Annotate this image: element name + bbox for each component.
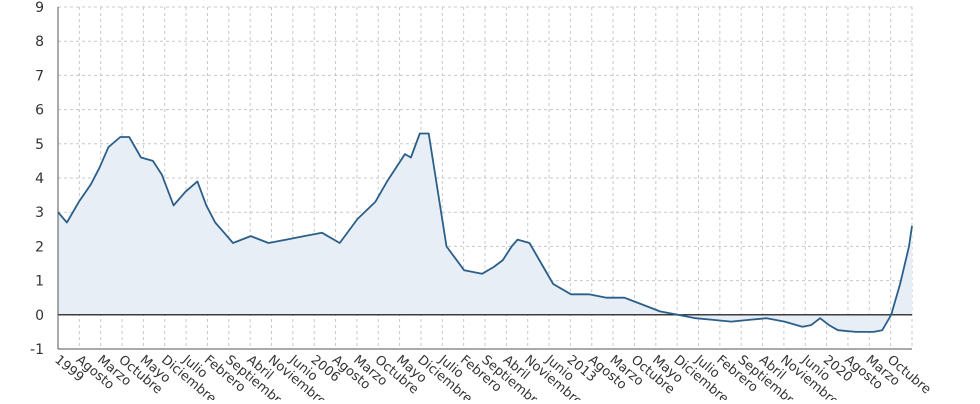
- y-tick-label: 1: [35, 274, 44, 290]
- y-tick-label: 9: [35, 0, 44, 16]
- y-tick-label: 2: [35, 239, 44, 255]
- y-tick-label: 4: [35, 171, 44, 187]
- y-tick-label: 3: [35, 205, 44, 221]
- y-tick-label: 6: [35, 103, 44, 119]
- y-tick-label: 5: [35, 137, 44, 153]
- y-tick-label: 8: [35, 34, 44, 50]
- x-tick-labels: 1999AgostoMarzoOctubreMayoDiciembreJulio…: [51, 352, 933, 400]
- y-tick-label: -1: [30, 342, 44, 358]
- y-tick-labels: -1 0 1 2 3 4 5 6 7 8 9: [30, 0, 44, 358]
- y-tick-label: 7: [35, 68, 44, 84]
- y-tick-label: 0: [35, 308, 44, 324]
